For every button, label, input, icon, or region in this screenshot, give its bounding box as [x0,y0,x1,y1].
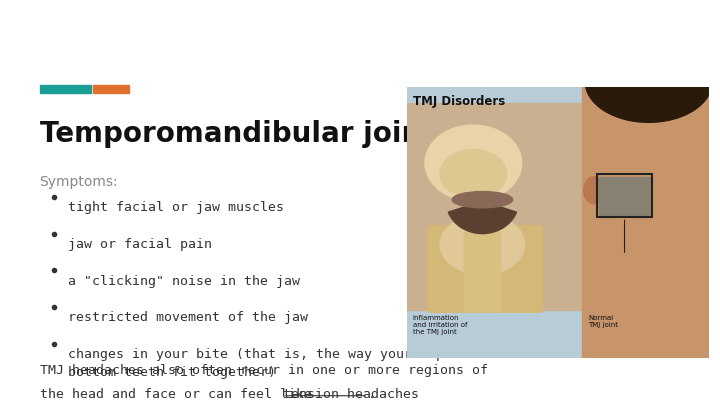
Text: TMJ headaches also often recur in one or more regions of: TMJ headaches also often recur in one or… [40,364,487,377]
FancyBboxPatch shape [428,226,543,312]
Bar [598,174,652,217]
Ellipse shape [425,125,522,201]
Text: a "clicking" noise in the jaw: a "clicking" noise in the jaw [68,275,300,288]
Bar [40,85,91,93]
Ellipse shape [585,41,712,122]
Bar [93,85,129,93]
Ellipse shape [440,215,525,274]
Text: Symptoms:: Symptoms: [40,175,118,189]
Text: changes in your bite (that is, the way your top and
bottom teeth fit together): changes in your bite (that is, the way y… [68,348,477,379]
Text: Inflammation
and irritation of
the TMJ joint: Inflammation and irritation of the TMJ j… [413,315,467,335]
Text: the head and face or can feel like: the head and face or can feel like [40,388,320,401]
Bar [407,103,582,309]
Wedge shape [449,201,516,234]
Ellipse shape [584,177,605,204]
Text: Normal
TMJ joint: Normal TMJ joint [588,315,618,328]
Ellipse shape [452,192,513,208]
Text: Temporomandibular joint disorder (TMJ): Temporomandibular joint disorder (TMJ) [40,120,667,148]
Text: .: . [368,388,376,401]
Text: TMJ Disorders: TMJ Disorders [413,95,505,108]
Text: jaw or facial pain: jaw or facial pain [68,238,212,251]
FancyBboxPatch shape [464,231,500,312]
Bar [599,177,650,216]
Text: restricted movement of the jaw: restricted movement of the jaw [68,311,308,324]
Ellipse shape [440,149,507,198]
Text: tension headaches: tension headaches [283,388,419,401]
Text: tight facial or jaw muscles: tight facial or jaw muscles [68,201,284,214]
Bar [582,87,709,358]
